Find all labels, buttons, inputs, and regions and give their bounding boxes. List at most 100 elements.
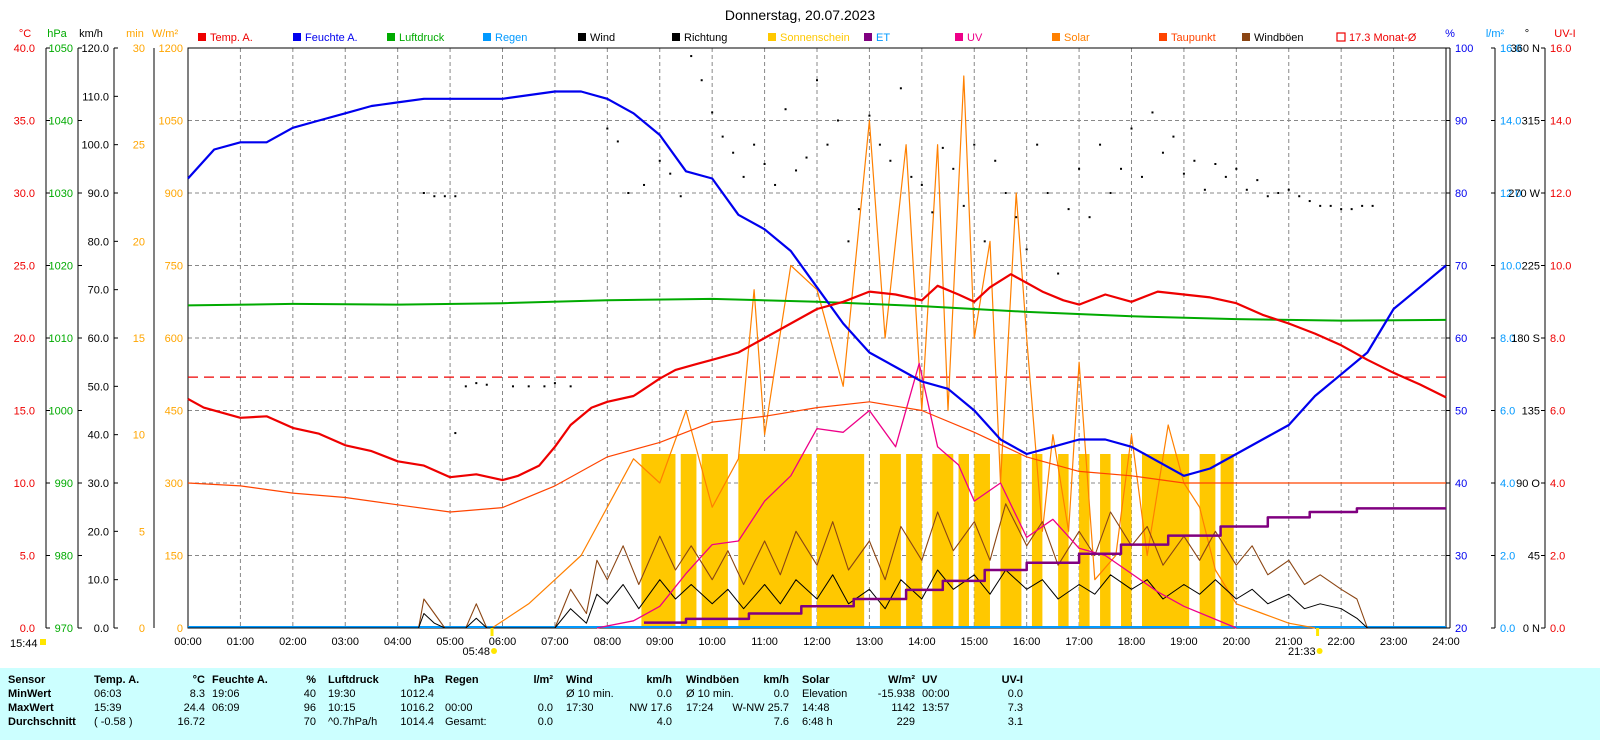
direction-point [1235, 167, 1238, 170]
stats-avg-value: 7.6 [773, 716, 789, 728]
tick-label: 20.0 [14, 333, 35, 345]
legend-swatch-icon [198, 33, 206, 41]
tick-label: 150 [165, 551, 183, 563]
stats-min-time: Elevation [802, 688, 848, 700]
x-tick-label: 14:00 [908, 636, 936, 648]
tick-label: 450 [165, 406, 183, 418]
tick-label: 80.0 [88, 236, 109, 248]
direction-point [700, 79, 703, 82]
tick-label: 60.0 [88, 333, 109, 345]
legend-swatch-icon [387, 33, 395, 41]
x-tick-label: 21:00 [1275, 636, 1303, 648]
markers: 15:44 05:48 21:33 [10, 628, 1323, 658]
direction-point [742, 175, 745, 178]
tick-label: 0 [139, 623, 145, 635]
direction-point [690, 55, 693, 58]
direction-point [1025, 248, 1028, 251]
tick-label: 5 [139, 526, 145, 538]
stats-header: Windböen [686, 674, 740, 686]
tick-label: 25.0 [14, 261, 35, 273]
legend-label: Feuchte A. [305, 32, 358, 44]
tick-label: 45 [1528, 551, 1540, 563]
direction-point [475, 382, 478, 385]
direction-point [952, 167, 955, 170]
stats-min-time: 19:06 [212, 688, 240, 700]
tick-label: 10.0 [1500, 261, 1521, 273]
direction-point [1182, 172, 1185, 175]
stats-min-value: 1012.4 [400, 688, 434, 700]
direction-point [422, 192, 425, 194]
tick-label: 1020 [49, 261, 73, 273]
x-tick-label: 20:00 [1223, 636, 1251, 648]
tick-label: 14.0 [1500, 116, 1521, 128]
tick-label: 970 [55, 623, 73, 635]
direction-point [1308, 200, 1311, 203]
stats-min-time: Ø 10 min. [686, 688, 734, 700]
direction-point [643, 183, 646, 186]
tick-label: 16.0 [1550, 43, 1571, 55]
tick-label: 10 [133, 430, 145, 442]
tick-label: 0.0 [94, 623, 109, 635]
tick-label: 20 [133, 236, 145, 248]
x-tick-label: 03:00 [331, 636, 359, 648]
tick-label: 6.0 [1550, 406, 1565, 418]
tick-label: 30.0 [14, 188, 35, 200]
tick-label: 180 S [1511, 333, 1540, 345]
stats-max-time: 06:09 [212, 702, 240, 714]
tick-label: 750 [165, 261, 183, 273]
legend-label: Richtung [684, 32, 727, 44]
direction-point [1099, 143, 1102, 146]
x-tick-label: 04:00 [384, 636, 412, 648]
tick-label: 315 [1522, 116, 1540, 128]
stats-avg-value: 0.0 [537, 716, 553, 728]
x-tick-label: 17:00 [1065, 636, 1093, 648]
tick-label: 35.0 [14, 116, 35, 128]
sunshine-bar [1220, 454, 1234, 628]
sunshine-bar [1031, 454, 1043, 628]
legend-label: 17.3 Monat-Ø [1349, 32, 1417, 44]
direction-point [1151, 111, 1154, 114]
legend-swatch-icon [768, 33, 776, 41]
direction-point [606, 127, 609, 130]
tick-label: 40 [1455, 478, 1467, 490]
direction-point [920, 183, 923, 186]
stats-header: Wind [566, 674, 593, 686]
direction-point [1287, 188, 1290, 191]
gust-series-line [188, 503, 1446, 629]
direction-point [1109, 192, 1112, 194]
stats-header: Regen [445, 674, 479, 686]
stats-max-time: 14:48 [802, 702, 830, 714]
legend-swatch-icon [672, 33, 680, 41]
stats-min-value: 8.3 [189, 688, 205, 700]
x-tick-label: 08:00 [594, 636, 622, 648]
solar-series-line [491, 75, 1316, 629]
legend-label: Sonnenschein [780, 32, 850, 44]
tick-label: 4.0 [1550, 478, 1565, 490]
tick-label: 225 [1522, 261, 1540, 273]
sunset-label: 21:33 [1288, 646, 1316, 658]
tick-label: 12.0 [1550, 188, 1571, 200]
stats-unit: l/m² [533, 674, 553, 686]
tick-label: 0 [177, 623, 183, 635]
direction-point [721, 135, 724, 138]
axis-unit: min [126, 28, 144, 40]
tick-label: 16.0 [1500, 43, 1521, 55]
current-time-label: 15:44 [10, 638, 38, 650]
tick-label: 0.0 [1550, 623, 1565, 635]
x-tick-label: 09:00 [646, 636, 674, 648]
direction-point [669, 172, 672, 175]
direction-point [454, 432, 457, 435]
stats-max-time: 17:24 [686, 702, 714, 714]
direction-point [1203, 188, 1206, 191]
stats-header: Feuchte A. [212, 674, 268, 686]
tick-label: 1030 [49, 188, 73, 200]
direction-point [899, 87, 902, 90]
direction-point [1329, 204, 1332, 207]
chart-title: Donnerstag, 20.07.2023 [725, 7, 875, 23]
legend-swatch-icon [578, 33, 586, 41]
direction-point [527, 385, 530, 388]
direction-point [1046, 192, 1049, 194]
direction-point [553, 382, 556, 385]
et-series-line [644, 507, 1446, 624]
tick-label: 30 [133, 43, 145, 55]
